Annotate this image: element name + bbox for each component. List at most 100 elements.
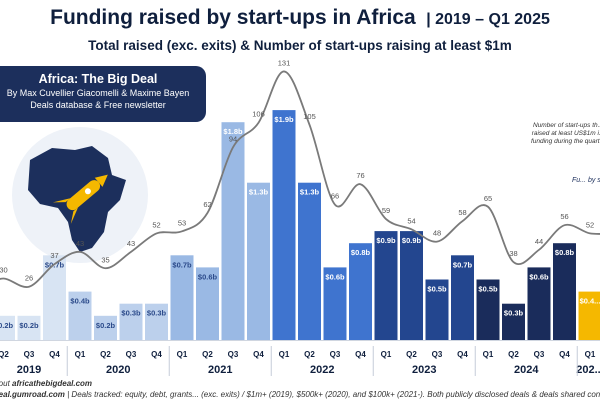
- footer: ...out africathebigdeal.com ...eal.gumro…: [0, 378, 600, 400]
- bar: [68, 291, 92, 340]
- quarter-tick-label: Q1: [483, 350, 494, 359]
- startups-count-label: 43: [76, 239, 84, 248]
- bar: [527, 267, 551, 340]
- bar-value-label: $0.2b: [96, 321, 116, 330]
- annotation-startup-count: Number of start-ups th... raised at leas…: [530, 122, 600, 145]
- bar-value-label: $0.3b: [504, 309, 524, 318]
- bar-value-label: $0.2b: [19, 321, 39, 330]
- quarter-tick-label: Q3: [432, 350, 443, 359]
- quarter-tick-label: Q2: [0, 350, 9, 359]
- footer-link-gumroad[interactable]: ...eal.gumroad.com: [0, 390, 65, 399]
- logo-illustration: [12, 127, 148, 263]
- bar: [578, 291, 600, 340]
- bar: [43, 255, 66, 340]
- startups-count-label: 58: [458, 208, 466, 217]
- bar-value-label: $0.9b: [402, 236, 422, 245]
- footer-line2: ...eal.gumroad.com | Deals tracked: equi…: [0, 389, 600, 400]
- startups-count-label: 66: [331, 192, 339, 201]
- quarter-tick-label: Q2: [406, 350, 417, 359]
- quarter-tick-label: Q2: [202, 350, 213, 359]
- quarter-tick-label: Q3: [330, 350, 341, 359]
- startups-count-label: 37: [50, 251, 58, 260]
- startups-count-label: 38: [509, 249, 517, 258]
- x-axis: Q2 Q3 Q4 Q1 Q2 Q3 Q4 Q1 Q2 Q3 Q4 Q1 Q2 Q3 Q4 Q1 Q2 Q3 Q4 Q1…: [0, 340, 600, 376]
- bar-value-label: $0.8b: [351, 248, 371, 257]
- bar: [400, 231, 423, 340]
- startups-count-label: 48: [433, 229, 441, 238]
- bar: [119, 303, 143, 340]
- startups-count-label: 94: [229, 134, 237, 143]
- bar-value-label: $1.8b: [223, 127, 243, 136]
- bar-value-label: $0.5b: [427, 285, 447, 294]
- bar-value-label: $0.5b: [478, 285, 498, 294]
- quarter-tick-label: Q4: [457, 350, 468, 359]
- bar-value-label: $0.7b: [172, 260, 192, 269]
- chart-title: Funding raised by start-ups in Africa: [50, 6, 416, 29]
- year-label: 2019: [17, 364, 41, 376]
- startups-count-label: 53: [178, 218, 186, 227]
- bar: [221, 122, 245, 340]
- bar-value-label: $0.8b: [555, 248, 575, 257]
- quarter-tick-label: Q4: [49, 350, 60, 359]
- bar-value-label: $0.3b: [147, 309, 167, 318]
- quarter-tick-label: Q1: [381, 350, 392, 359]
- bar: [0, 315, 15, 340]
- startups-count-label: 26: [25, 274, 33, 283]
- bar: [298, 182, 321, 340]
- startups-count-label: 56: [560, 212, 568, 221]
- bar: [323, 267, 347, 340]
- startups-count-label: 52: [586, 220, 594, 229]
- bar-value-label: $0.2b: [0, 321, 14, 330]
- startups-count-label: 65: [484, 194, 492, 203]
- quarter-tick-label: Q1: [279, 350, 290, 359]
- startups-line-group: 30 26 37 43 35 43 52 53 62 94 106 131 105 66 76 59 54 48 5…: [0, 58, 600, 288]
- bar-value-label: $0.7b: [453, 260, 473, 269]
- brand-tagline: Deals database & Free newsletter: [30, 100, 166, 110]
- startups-count-label: 52: [152, 220, 160, 229]
- startups-count-label: 76: [356, 171, 364, 180]
- quarter-tick-label: Q3: [228, 350, 239, 359]
- quarter-tick-label: Q4: [151, 350, 162, 359]
- bar: [17, 315, 41, 340]
- footer-line1: ...out africathebigdeal.com: [0, 378, 600, 389]
- bar: [170, 255, 194, 340]
- bar-value-label: $1.9b: [274, 115, 294, 124]
- bar-value-label: $1.3b: [249, 188, 269, 197]
- startups-count-label: 106: [252, 110, 265, 119]
- bar: [502, 303, 525, 340]
- bar-value-label: $0.3b: [121, 309, 141, 318]
- bar-value-label: $1.3b: [300, 188, 320, 197]
- footer-prefix: ...out: [0, 379, 10, 388]
- bar: [196, 267, 219, 340]
- bar: [94, 315, 117, 340]
- startups-count-label: 105: [303, 112, 316, 121]
- year-label: 2024: [514, 364, 539, 376]
- bar: [451, 255, 474, 340]
- startups-count-label: 30: [0, 266, 8, 275]
- quarter-tick-label: Q4: [355, 350, 366, 359]
- quarter-tick-label: Q1: [177, 350, 188, 359]
- bar-value-label: $0.6b: [198, 272, 218, 281]
- bar-value-label: $0.6b: [325, 272, 345, 281]
- bar: [476, 279, 500, 340]
- year-label: 202...: [576, 364, 600, 376]
- quarter-tick-label: Q4: [253, 350, 264, 359]
- year-label: 2023: [412, 364, 436, 376]
- quarter-tick-label: Q1: [585, 350, 596, 359]
- footer-link-website[interactable]: africathebigdeal.com: [12, 379, 93, 388]
- bar: [145, 303, 168, 340]
- startups-count-label: 62: [203, 200, 211, 209]
- footer-note: | Deals tracked: equity, debt, grants...…: [67, 390, 600, 399]
- bar-value-label: $0.9b: [376, 236, 396, 245]
- startups-count-label: 59: [382, 206, 390, 215]
- startups-count-label: 131: [278, 58, 291, 67]
- brand-title: Africa: The Big Deal: [38, 72, 158, 86]
- quarter-tick-label: Q4: [559, 350, 570, 359]
- bar: [272, 110, 296, 340]
- startups-count-label: 35: [101, 255, 109, 264]
- quarter-tick-label: Q1: [75, 350, 86, 359]
- chart-subtitle: Total raised (exc. exits) & Number of st…: [88, 38, 512, 53]
- bar: [349, 243, 372, 340]
- year-label: 2021: [208, 364, 232, 376]
